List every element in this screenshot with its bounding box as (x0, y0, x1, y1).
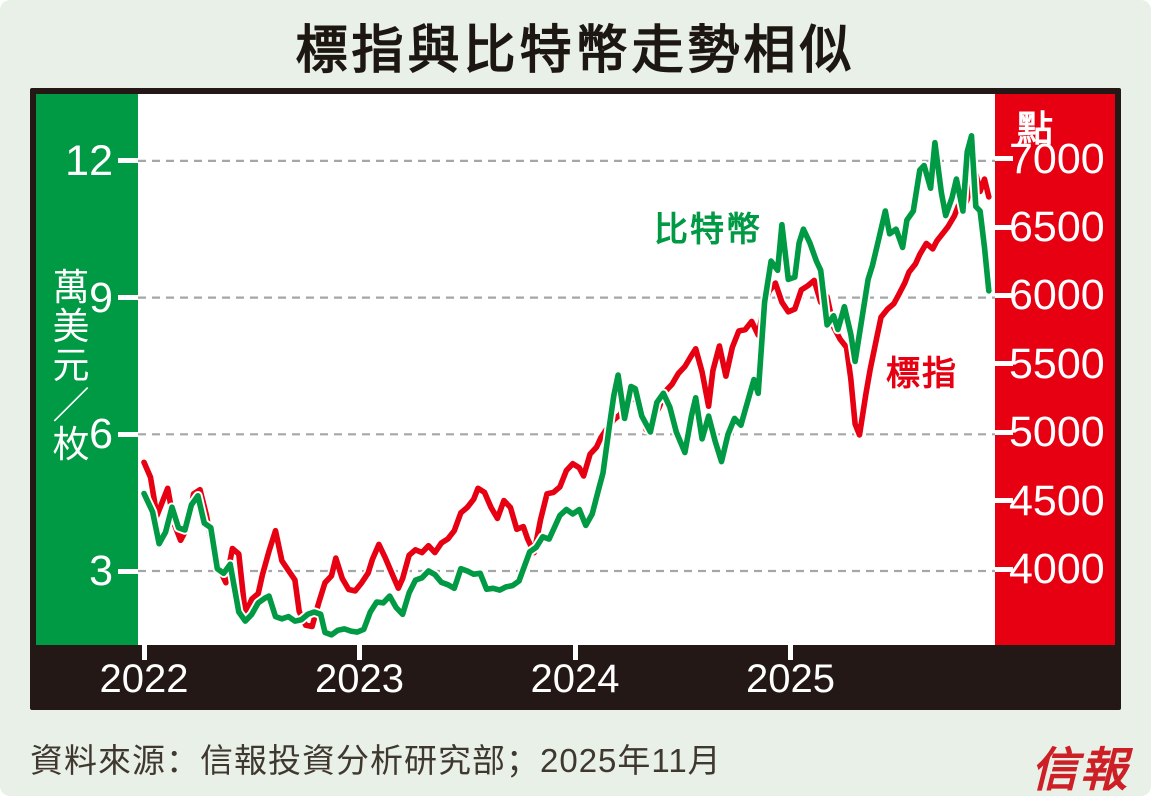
right-axis-tick-label: 4000 (1009, 545, 1105, 593)
left-axis-tick (118, 568, 138, 574)
right-axis-tick (995, 156, 1013, 162)
chart-frame: 萬美元／枚 12 9 6 3 點 7000 6500 6000 5500 5000 4500 40… (30, 88, 1121, 710)
right-axis-tick-label: 5000 (1009, 408, 1105, 457)
x-axis-year-label: 2025 (746, 657, 835, 701)
left-axis-unit-label: 萬美元／枚 (52, 267, 90, 465)
left-axis-tick-label: 9 (89, 273, 113, 322)
left-axis-tick (118, 295, 138, 301)
left-axis-tick-label: 3 (89, 547, 113, 595)
series-casing (139, 168, 994, 632)
x-axis-tick (357, 645, 362, 660)
left-axis-tick-label: 6 (89, 410, 113, 459)
series-line (141, 170, 992, 630)
right-axis-tick (995, 429, 1013, 435)
left-axis-panel: 萬美元／枚 12 9 6 3 (36, 94, 138, 645)
x-axis-year-label: 2023 (315, 657, 404, 701)
x-axis-tick (788, 645, 793, 660)
right-axis-tick-label: 7000 (1009, 134, 1105, 183)
x-axis-tick (141, 645, 147, 660)
chart-title: 標指與比特幣走勢相似 (295, 22, 856, 80)
right-axis-unit-label: 點 (1017, 108, 1054, 149)
chart-content: 萬美元／枚 12 9 6 3 點 7000 6500 6000 5500 5000 4500 40… (36, 94, 1115, 704)
right-axis-panel: 點 7000 6500 6000 5500 5000 4500 4000 (995, 94, 1115, 645)
right-axis-tick-label: 4500 (1009, 476, 1105, 525)
right-axis-tick (995, 292, 1013, 298)
left-axis-tick-label: 12 (65, 136, 113, 185)
x-axis-band: 2022 2023 2024 2025 (36, 645, 1115, 704)
series-line (141, 132, 992, 638)
left-axis-tick (118, 431, 138, 437)
hkej-logo: 信報 (1031, 743, 1129, 796)
right-axis-tick (995, 224, 1013, 230)
right-axis-tick (995, 498, 1013, 504)
left-axis-tick (118, 158, 138, 164)
source-note: 資料來源：信報投資分析研究部；2025年11月 (30, 742, 722, 779)
right-axis-tick-label: 6500 (1009, 203, 1105, 251)
right-axis-tick-label: 5500 (1009, 339, 1105, 388)
line-chart (138, 131, 995, 640)
x-axis-tick (572, 645, 578, 660)
legend-sp-index: 標指 (886, 355, 958, 393)
right-axis-tick (995, 361, 1013, 367)
right-axis-tick (995, 566, 1013, 572)
right-axis-tick-label: 6000 (1009, 271, 1105, 320)
x-axis-year-label: 2024 (530, 657, 620, 701)
legend-bitcoin: 比特幣 (654, 211, 762, 249)
plot-area (138, 94, 995, 645)
x-axis-year-label: 2022 (99, 657, 189, 701)
